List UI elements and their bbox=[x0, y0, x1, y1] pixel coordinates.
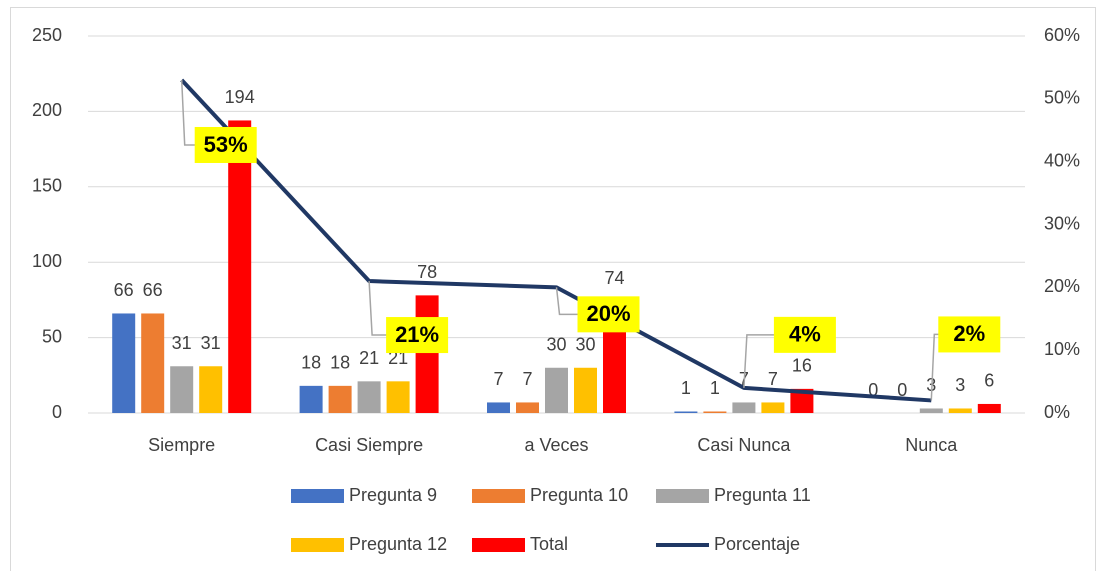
y-tick-label: 250 bbox=[32, 25, 62, 45]
callout-box bbox=[773, 316, 836, 353]
bar bbox=[228, 120, 252, 413]
bar-value-label: 74 bbox=[604, 268, 624, 288]
bar bbox=[674, 411, 698, 413]
y2-tick-label: 0% bbox=[1044, 402, 1070, 422]
x-tick-label: a Veces bbox=[524, 435, 588, 455]
y2-tick-label: 10% bbox=[1044, 339, 1080, 359]
legend-label: Pregunta 11 bbox=[714, 485, 811, 505]
bar-value-label: 30 bbox=[575, 335, 595, 355]
bar-value-label: 0 bbox=[868, 380, 878, 400]
line-series bbox=[180, 78, 932, 403]
y-tick-label: 100 bbox=[32, 251, 62, 271]
legend-swatch bbox=[291, 538, 344, 552]
bar bbox=[386, 381, 410, 413]
y-tick-label: 150 bbox=[32, 176, 62, 196]
bar bbox=[487, 402, 510, 413]
chart-border bbox=[10, 7, 1096, 571]
callout-box bbox=[386, 317, 449, 354]
bar-value-label: 66 bbox=[114, 280, 134, 300]
y2-tick-label: 30% bbox=[1044, 213, 1080, 233]
callout-box bbox=[577, 296, 640, 333]
x-tick-label: Siempre bbox=[148, 435, 215, 455]
callout-label: 53% bbox=[204, 132, 248, 157]
bar bbox=[977, 403, 1001, 413]
bar bbox=[919, 408, 943, 413]
bar bbox=[112, 313, 136, 413]
x-tick-label: Casi Siempre bbox=[315, 435, 423, 455]
bar-value-label: 30 bbox=[546, 335, 566, 355]
callout-label: 4% bbox=[789, 322, 821, 347]
bar bbox=[415, 295, 439, 413]
bar bbox=[357, 381, 381, 413]
legend-swatch bbox=[656, 489, 709, 503]
bar bbox=[545, 367, 568, 413]
y2-tick-label: 50% bbox=[1044, 88, 1080, 108]
bar bbox=[732, 402, 756, 413]
legend-label: Pregunta 12 bbox=[349, 534, 447, 554]
bar-value-label: 7 bbox=[768, 369, 778, 389]
bar-value-label: 18 bbox=[330, 353, 350, 373]
callout-label: 2% bbox=[953, 321, 985, 346]
bar-value-label: 21 bbox=[359, 348, 379, 368]
bar bbox=[516, 402, 539, 413]
bar-value-label: 194 bbox=[225, 87, 255, 107]
legend-swatch bbox=[472, 489, 525, 503]
bar bbox=[299, 385, 323, 413]
bar-value-label: 7 bbox=[493, 369, 503, 389]
callout-leader bbox=[368, 281, 388, 336]
bar-value-label: 7 bbox=[522, 369, 532, 389]
bar-value-label: 1 bbox=[681, 378, 691, 398]
bar-value-label: 78 bbox=[417, 262, 437, 282]
y2-tick-label: 20% bbox=[1044, 276, 1080, 296]
legend-swatch bbox=[291, 489, 344, 503]
bar bbox=[790, 388, 814, 413]
y-tick-label: 0 bbox=[52, 402, 62, 422]
bar-value-label: 6 bbox=[984, 371, 994, 391]
bar bbox=[170, 366, 194, 413]
callout-box bbox=[938, 316, 1001, 353]
bar bbox=[199, 366, 223, 413]
bar-value-label: 31 bbox=[172, 333, 192, 353]
legend-label: Porcentaje bbox=[714, 534, 800, 554]
legend-label: Pregunta 9 bbox=[349, 485, 437, 505]
bar-value-label: 16 bbox=[792, 356, 812, 376]
bar bbox=[703, 411, 727, 413]
x-tick-label: Nunca bbox=[905, 435, 958, 455]
y-tick-label: 200 bbox=[32, 100, 62, 120]
x-tick-label: Casi Nunca bbox=[697, 435, 791, 455]
bar bbox=[328, 385, 352, 413]
bar bbox=[141, 313, 165, 413]
bar-value-label: 3 bbox=[955, 375, 965, 395]
bar bbox=[761, 402, 785, 413]
callout-label: 21% bbox=[395, 322, 439, 347]
y-tick-label: 50 bbox=[42, 326, 62, 346]
bar bbox=[574, 367, 597, 413]
legend-label: Total bbox=[530, 534, 568, 554]
y2-tick-label: 60% bbox=[1044, 25, 1080, 45]
callout-box bbox=[194, 126, 257, 163]
callout-leader bbox=[743, 334, 775, 388]
legend-label: Pregunta 10 bbox=[530, 485, 628, 505]
bar-value-label: 1 bbox=[710, 378, 720, 398]
callout-leader bbox=[555, 287, 579, 316]
callout-leader bbox=[180, 79, 196, 146]
callout-leader bbox=[930, 333, 940, 401]
bar-value-label: 31 bbox=[201, 333, 221, 353]
callout-label: 20% bbox=[586, 301, 630, 326]
bar-value-label: 0 bbox=[897, 380, 907, 400]
y2-tick-label: 40% bbox=[1044, 150, 1080, 170]
bar-value-label: 18 bbox=[301, 353, 321, 373]
bar-value-label: 66 bbox=[143, 280, 163, 300]
bar bbox=[948, 408, 972, 413]
legend-swatch bbox=[472, 538, 525, 552]
bar-value-label: 21 bbox=[388, 348, 408, 368]
